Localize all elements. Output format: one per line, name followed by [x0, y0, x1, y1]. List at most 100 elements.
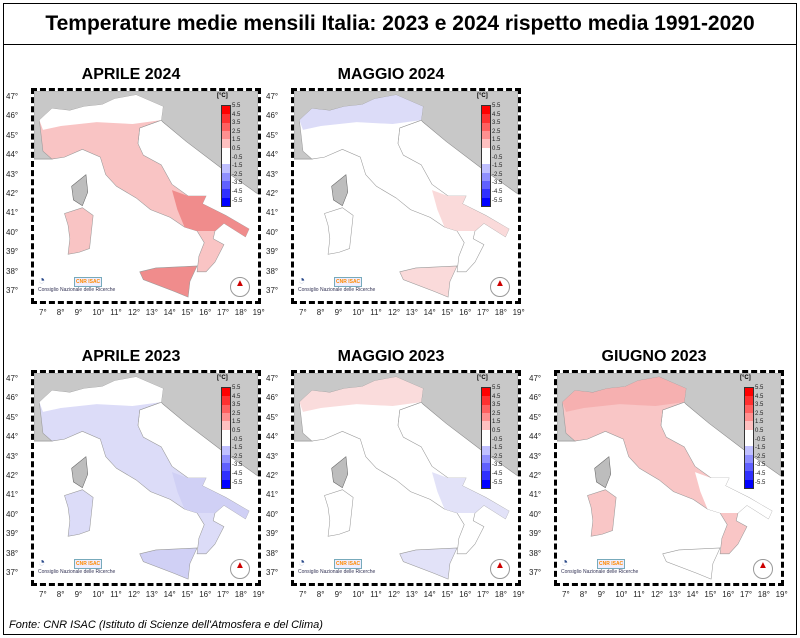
- colorbar-swatch: [745, 421, 753, 430]
- colorbar-label: -5.5: [492, 197, 503, 204]
- colorbar-swatch: [482, 454, 490, 463]
- lat-label: 40°: [266, 509, 279, 519]
- lat-label: 39°: [529, 529, 542, 539]
- lon-label: 12°: [128, 590, 141, 599]
- colorbar-swatch: [222, 388, 230, 397]
- cnr-logo: ◔ Consiglio Nazionale delle Ricerche: [298, 273, 376, 293]
- lon-label: 15°: [441, 308, 454, 317]
- colorbar-label: 3.5: [492, 402, 501, 409]
- sardinia: [324, 207, 354, 255]
- lat-label: 41°: [529, 490, 542, 500]
- colorbar-swatch: [482, 189, 490, 198]
- lon-label: 10°: [615, 590, 628, 599]
- colorbar-label: 0.5: [755, 428, 764, 434]
- isac-logo: CNR ISAC: [334, 277, 363, 287]
- colorbar-swatch: [482, 396, 490, 405]
- colorbar-swatch: [482, 172, 490, 181]
- colorbar-unit: [°C]: [740, 375, 751, 381]
- panel-title: MAGGIO 2024: [337, 66, 445, 83]
- isac-logo: CNR ISAC: [334, 559, 363, 569]
- lon-label: 17°: [740, 590, 753, 599]
- panel-title: APRILE 2024: [81, 66, 181, 83]
- lon-label: 12°: [128, 308, 141, 317]
- colorbar-swatch: [222, 164, 230, 173]
- map-panel: MAGGIO 2023 [°C] 5.5 4.5 3.5 2.5 1.5 0.5 -0.5 -…: [266, 348, 525, 628]
- colorbar-swatch: [482, 114, 490, 123]
- lat-label: 39°: [266, 247, 279, 257]
- colorbar-label: -1.5: [232, 163, 243, 170]
- colorbar-label: -2.5: [492, 171, 503, 178]
- colorbar-swatch: [222, 421, 230, 430]
- cnr-logo: ◔ Consiglio Nazionale delle Ricerche: [38, 555, 116, 575]
- lon-label: 11°: [110, 308, 122, 317]
- colorbar-swatch: [482, 164, 490, 173]
- lon-label: 7°: [39, 308, 47, 317]
- panel-title: APRILE 2023: [81, 348, 181, 365]
- south-region: [171, 190, 250, 237]
- lat-label: 46°: [266, 111, 279, 121]
- colorbar-label: 1.5: [492, 419, 501, 426]
- lon-label: 12°: [651, 590, 664, 599]
- lon-label: 12°: [388, 590, 401, 599]
- lat-label: 38°: [6, 548, 19, 558]
- lon-label: 17°: [477, 590, 490, 599]
- colorbar: [221, 387, 231, 489]
- colorbar-swatch: [482, 471, 490, 480]
- colorbar-swatch: [745, 404, 753, 413]
- colorbar-swatch: [222, 114, 230, 123]
- lat-label: 42°: [6, 189, 19, 198]
- colorbar-swatch: [482, 437, 490, 447]
- colorbar-swatch: [745, 454, 753, 463]
- lat-label: 38°: [529, 548, 542, 558]
- colorbar-label: 2.5: [232, 410, 241, 417]
- lon-label: 9°: [334, 308, 343, 317]
- lon-label: 19°: [775, 590, 788, 599]
- lat-label: 46°: [6, 393, 19, 403]
- cnr-logo: ◔ Consiglio Nazionale delle Ricerche: [561, 555, 639, 575]
- colorbar-swatch: [482, 412, 490, 422]
- sicily: [662, 547, 721, 580]
- colorbar-label: -0.5: [492, 436, 503, 443]
- corsica: [331, 456, 349, 489]
- sicily: [139, 265, 198, 298]
- colorbar-swatch: [482, 147, 490, 156]
- sardinia: [64, 207, 94, 255]
- protezione-civile-logo: ▲: [230, 559, 250, 579]
- lat-label: 45°: [6, 412, 19, 422]
- lon-label: 10°: [92, 590, 105, 599]
- colorbar-label: 5.5: [492, 385, 501, 391]
- colorbar-label: 1.5: [492, 137, 501, 144]
- colorbar-swatch: [222, 396, 230, 405]
- lon-label: 8°: [56, 590, 65, 599]
- colorbar-swatch: [745, 396, 753, 405]
- colorbar-swatch: [482, 429, 490, 438]
- corsica: [71, 456, 89, 489]
- anomaly-map: [°C] 5.5 4.5 3.5 2.5 1.5 0.5 -0.5 -1.5 -2.5 -3.5 -…: [31, 370, 261, 586]
- lon-label: 16°: [722, 590, 735, 599]
- colorbar-swatch: [482, 180, 490, 190]
- sardinia: [64, 489, 94, 537]
- lon-label: 14°: [686, 590, 699, 599]
- lat-label: 39°: [6, 247, 19, 257]
- colorbar-label: -3.5: [492, 180, 503, 187]
- colorbar-swatch: [222, 139, 230, 148]
- north-region: [39, 94, 164, 130]
- lat-label: 42°: [529, 471, 542, 480]
- colorbar-label: -1.5: [492, 445, 503, 452]
- corsica: [594, 456, 612, 489]
- south-region: [431, 472, 510, 519]
- lat-label: 47°: [266, 92, 279, 101]
- lat-label: 43°: [6, 451, 19, 461]
- lon-label: 19°: [252, 308, 265, 317]
- lon-label: 16°: [459, 308, 472, 317]
- lat-label: 44°: [529, 432, 542, 442]
- isac-logo: CNR ISAC: [597, 559, 626, 569]
- colorbar-swatch: [222, 437, 230, 447]
- colorbar-swatch: [745, 412, 753, 422]
- lon-label: 13°: [668, 590, 681, 599]
- lat-label: 40°: [6, 227, 19, 237]
- lat-label: 47°: [529, 374, 542, 383]
- colorbar-label: -0.5: [755, 436, 766, 443]
- colorbar-swatch: [482, 388, 490, 397]
- colorbar-label: 2.5: [492, 410, 501, 417]
